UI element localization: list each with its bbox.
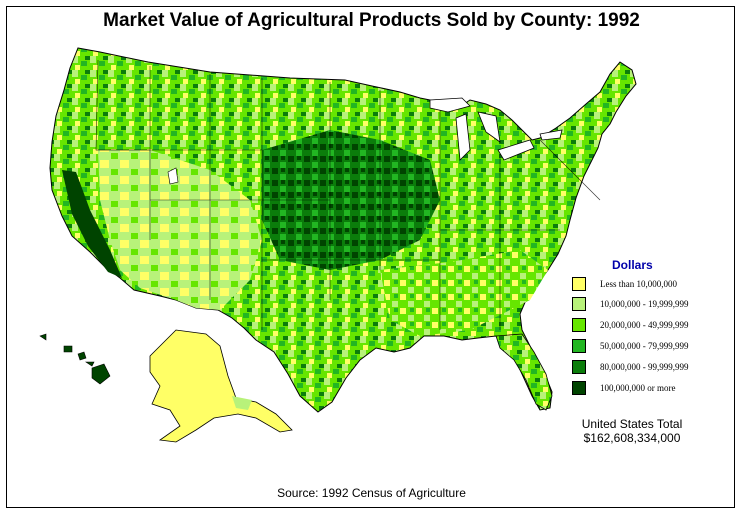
legend-item: 20,000,000 - 49,999,999 (572, 317, 689, 333)
great-salt-lake (167, 167, 179, 185)
legend-item: 100,000,000 or more (572, 380, 676, 396)
legend-item: 10,000,000 - 19,999,999 (572, 296, 689, 312)
alaska-green-area (232, 396, 252, 410)
legend-item: 50,000,000 - 79,999,999 (572, 338, 689, 354)
legend-swatch (572, 360, 586, 374)
legend-swatch (572, 318, 586, 332)
map-title: Market Value of Agricultural Products So… (103, 10, 640, 31)
legend-swatch (572, 381, 586, 395)
legend-swatch (572, 277, 586, 291)
legend-item: Less than 10,000,000 (572, 276, 677, 292)
us-total: United States Total $162,608,334,000 (552, 417, 712, 445)
us-total-label: United States Total (581, 417, 683, 431)
midwest-region (262, 130, 440, 270)
state-boundaries (95, 59, 601, 330)
legend-label: Less than 10,000,000 (600, 279, 677, 289)
hawaii (39, 333, 111, 385)
legend-label: 100,000,000 or more (600, 383, 676, 393)
legend-item: 80,000,000 - 99,999,999 (572, 359, 689, 375)
western-region (98, 150, 262, 310)
california-valley (62, 170, 122, 278)
legend-label: 80,000,000 - 99,999,999 (600, 362, 689, 372)
legend-swatch (572, 297, 586, 311)
alaska (149, 329, 293, 443)
great-lakes (429, 97, 563, 161)
legend-title: Dollars (612, 258, 653, 272)
legend-swatch (572, 339, 586, 353)
legend-label: 10,000,000 - 19,999,999 (600, 299, 689, 309)
legend-label: 50,000,000 - 79,999,999 (600, 341, 689, 351)
legend-label: 20,000,000 - 49,999,999 (600, 320, 689, 330)
florida (495, 333, 553, 411)
us-total-value: $162,608,334,000 (583, 431, 681, 445)
source-note: Source: 1992 Census of Agriculture (277, 486, 466, 500)
southern-region (380, 250, 548, 336)
